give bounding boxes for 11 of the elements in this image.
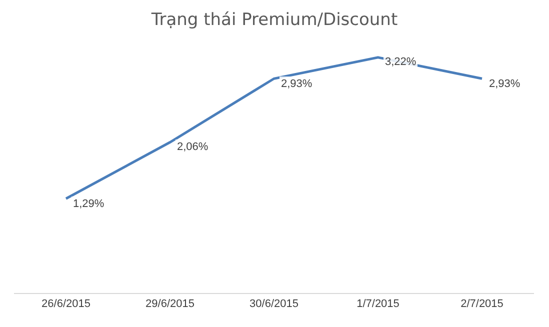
x-tick-label: 26/6/2015 (42, 298, 90, 310)
chart-title: Trạng thái Premium/Discount (150, 10, 398, 30)
x-tick-label: 29/6/2015 (146, 298, 194, 310)
data-label: 3,22% (385, 56, 416, 68)
data-label: 2,93% (281, 78, 312, 90)
data-label: 2,93% (489, 78, 520, 90)
data-label: 2,06% (177, 141, 208, 153)
x-tick-label: 1/7/2015 (356, 298, 400, 310)
x-tick-label: 30/6/2015 (250, 298, 298, 310)
x-tick-label: 2/7/2015 (460, 298, 504, 310)
data-label: 1,29% (73, 198, 104, 210)
